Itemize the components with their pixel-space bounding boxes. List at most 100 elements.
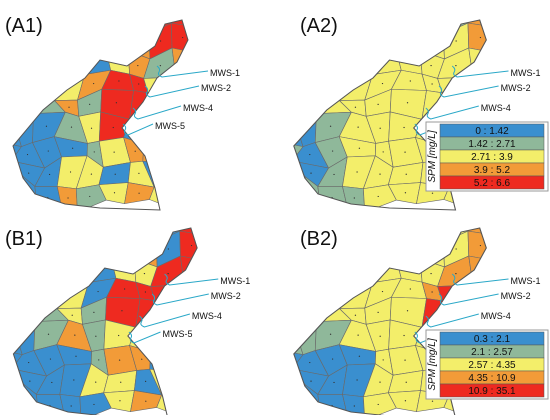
station-dot xyxy=(356,293,359,295)
map-cell xyxy=(343,232,379,267)
map-cell xyxy=(293,256,298,289)
station-dot xyxy=(3,106,4,107)
map-cell xyxy=(419,26,445,60)
station-line xyxy=(122,123,154,136)
station-dot xyxy=(137,128,139,130)
station-dot xyxy=(74,334,76,336)
station-dot xyxy=(452,20,455,21)
map-cell xyxy=(342,186,366,210)
station-line xyxy=(438,293,499,306)
map-cell xyxy=(293,20,306,35)
station-dot xyxy=(329,333,332,335)
station-dot xyxy=(333,381,335,384)
map-cell xyxy=(318,253,354,287)
station-dot xyxy=(168,383,170,385)
station-dot xyxy=(4,378,5,379)
map-cell xyxy=(13,256,17,289)
station-dot xyxy=(309,153,311,156)
station-dot xyxy=(50,226,51,227)
station-dot xyxy=(26,153,29,156)
station-label: MWS-1 xyxy=(210,68,240,78)
station-dot xyxy=(2,249,3,250)
station-dot xyxy=(138,83,140,85)
station-dot xyxy=(28,172,30,174)
station-dot xyxy=(93,311,95,313)
station-dot xyxy=(47,150,49,152)
station-dot xyxy=(167,273,169,275)
station-dot xyxy=(329,125,332,127)
map-cell xyxy=(83,231,116,267)
station-dot xyxy=(166,359,168,361)
station-dot xyxy=(134,150,136,152)
map-cell xyxy=(195,363,198,392)
station-dot xyxy=(432,42,434,44)
station-dot xyxy=(212,377,213,378)
station-dot xyxy=(204,17,205,18)
legend-range: 5.2 : 6.6 xyxy=(474,178,511,189)
map-cell xyxy=(393,228,424,246)
station-dot xyxy=(284,378,285,379)
station-dot xyxy=(28,361,30,364)
station-dot xyxy=(26,102,28,104)
station-dot xyxy=(311,224,312,225)
station-dot xyxy=(309,289,312,291)
station-dot xyxy=(357,126,359,128)
station-dot xyxy=(357,18,358,19)
station-dot xyxy=(356,171,358,173)
station-dot xyxy=(117,39,119,42)
station-dot xyxy=(409,60,411,62)
station-dot xyxy=(98,225,99,226)
map-cell xyxy=(13,176,25,207)
map-cell xyxy=(293,275,304,307)
map-cell xyxy=(293,176,307,207)
panel-label: (B1) xyxy=(5,228,43,250)
map-cell xyxy=(13,321,36,356)
map-cell xyxy=(293,298,324,324)
station-label: MWS-4 xyxy=(481,103,511,113)
map-cell xyxy=(34,186,62,210)
station-dot xyxy=(70,85,72,87)
map-cell xyxy=(203,235,224,267)
coastline xyxy=(12,19,189,211)
station-dot xyxy=(501,250,502,251)
station-dot xyxy=(406,102,409,104)
station-dot xyxy=(331,150,334,152)
map-cell xyxy=(293,228,306,243)
station-dot xyxy=(165,228,167,229)
map-cell xyxy=(293,113,317,148)
station-dot xyxy=(48,173,51,176)
map-cell xyxy=(13,298,23,333)
station-dot xyxy=(26,39,28,41)
station-dot xyxy=(306,60,308,62)
station-dot xyxy=(192,336,195,338)
map-cell xyxy=(58,24,90,59)
station-label: MWS-2 xyxy=(501,291,531,301)
station-dot xyxy=(455,40,457,42)
legend-title: SPM [mg/L] xyxy=(427,130,438,182)
station-dot xyxy=(73,379,75,381)
panel-label: (A1) xyxy=(5,15,43,37)
station-dot xyxy=(123,247,125,250)
station-dot xyxy=(164,294,167,296)
map-cell xyxy=(420,20,444,35)
station-dot xyxy=(187,402,190,405)
map-cell xyxy=(293,90,324,116)
map-cell xyxy=(13,114,22,148)
station-dot xyxy=(123,228,125,230)
station-dot xyxy=(379,381,381,383)
station-dot xyxy=(193,356,195,358)
station-dot xyxy=(476,194,478,197)
station-dot xyxy=(452,294,454,296)
station-dot xyxy=(123,268,125,270)
map-cell xyxy=(13,67,22,99)
station-dot xyxy=(114,173,116,175)
station-dot xyxy=(282,41,283,42)
station-dot xyxy=(73,293,75,295)
station-dot xyxy=(93,17,94,18)
station-line xyxy=(451,273,509,286)
station-dot xyxy=(379,127,381,129)
map-cell xyxy=(79,20,110,38)
station-dot xyxy=(404,400,407,402)
station-dot xyxy=(69,171,72,173)
legend-range: 10.9 : 35.1 xyxy=(468,386,516,397)
